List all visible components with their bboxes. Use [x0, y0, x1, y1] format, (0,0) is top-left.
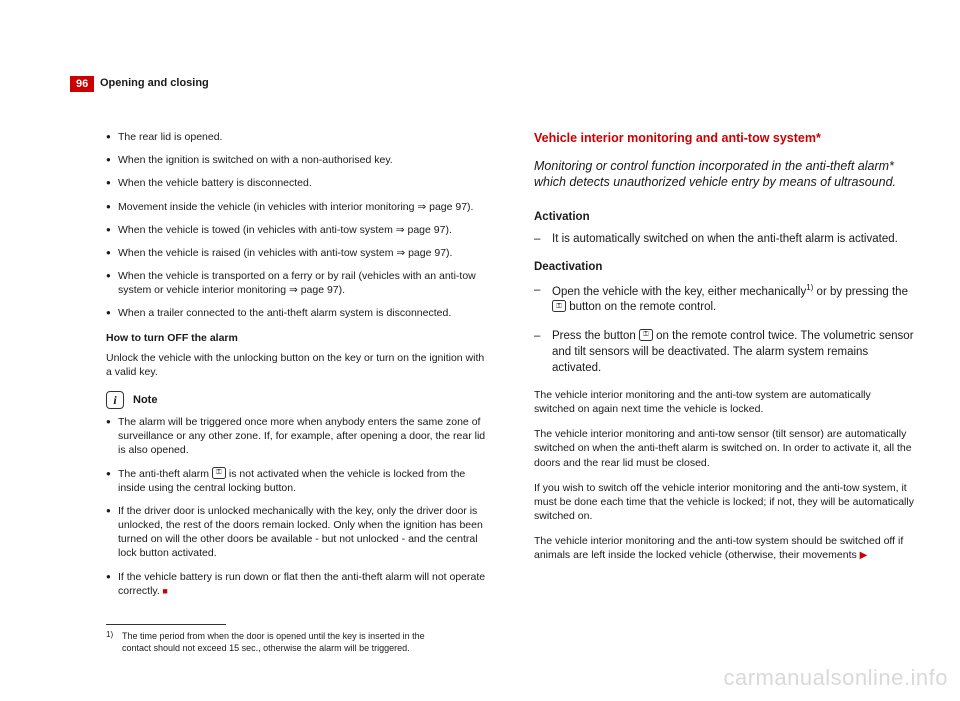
step-text: button on the remote control.: [566, 301, 716, 313]
deactivation-heading: Deactivation: [534, 259, 914, 275]
how-to-turn-off-heading: How to turn OFF the alarm: [106, 331, 486, 345]
list-item: The anti-theft alarm ⚿ is not activated …: [106, 467, 486, 495]
notes-list: The alarm will be triggered once more wh…: [106, 415, 486, 598]
activation-heading: Activation: [534, 209, 914, 225]
list-item: When the ignition is switched on with a …: [106, 153, 486, 167]
paragraph-text: The vehicle interior monitoring and the …: [534, 535, 903, 561]
step-text: Open the vehicle with the key, either me…: [552, 285, 806, 297]
list-item: Movement inside the vehicle (in vehicles…: [106, 200, 486, 214]
right-column: Vehicle interior monitoring and anti-tow…: [534, 130, 914, 654]
note-text: If the vehicle battery is run down or fl…: [118, 571, 485, 597]
continue-arrow-icon: ▶: [860, 550, 868, 561]
section-intro: Monitoring or control function incorpora…: [534, 158, 914, 192]
list-item: Open the vehicle with the key, either me…: [534, 282, 914, 316]
list-item: When a trailer connected to the anti-the…: [106, 306, 486, 320]
section-title: Vehicle interior monitoring and anti-tow…: [534, 130, 914, 148]
note-header: i Note: [106, 391, 486, 409]
watermark: carmanualsonline.info: [723, 665, 948, 691]
footnote: 1) The time period from when the door is…: [106, 631, 436, 654]
paragraph: The vehicle interior monitoring and the …: [534, 388, 914, 416]
deactivation-list: Open the vehicle with the key, either me…: [534, 282, 914, 376]
list-item: When the vehicle battery is disconnected…: [106, 176, 486, 190]
step-text: or by pressing the: [813, 285, 908, 297]
end-of-section-icon: ■: [160, 586, 168, 596]
footnote-number: 1): [106, 630, 113, 640]
info-icon: i: [106, 391, 124, 409]
list-item: The alarm will be triggered once more wh…: [106, 415, 486, 458]
unlock-icon: ⚿: [212, 467, 226, 479]
page-body: The rear lid is opened. When the ignitio…: [106, 130, 914, 654]
unlock-icon: ⚿: [639, 329, 653, 341]
how-to-turn-off-body: Unlock the vehicle with the unlocking bu…: [106, 351, 486, 379]
unlock-icon: ⚿: [552, 300, 566, 312]
trigger-conditions-list: The rear lid is opened. When the ignitio…: [106, 130, 486, 321]
paragraph: The vehicle interior monitoring and anti…: [534, 427, 914, 470]
list-item: Press the button ⚿ on the remote control…: [534, 328, 914, 376]
list-item: When the vehicle is transported on a fer…: [106, 269, 486, 297]
note-text: The anti-theft alarm: [118, 468, 212, 480]
activation-list: It is automatically switched on when the…: [534, 231, 914, 247]
paragraph: If you wish to switch off the vehicle in…: [534, 481, 914, 524]
list-item: If the vehicle battery is run down or fl…: [106, 570, 486, 598]
step-text: Press the button: [552, 330, 639, 342]
footnote-rule: [106, 624, 226, 625]
running-header: Opening and closing: [100, 77, 209, 89]
list-item: When the vehicle is raised (in vehicles …: [106, 246, 486, 260]
footnote-text: The time period from when the door is op…: [122, 631, 425, 653]
paragraph: The vehicle interior monitoring and the …: [534, 534, 914, 563]
page-number-tab: 96: [70, 76, 94, 92]
left-column: The rear lid is opened. When the ignitio…: [106, 130, 486, 654]
list-item: If the driver door is unlocked mechanica…: [106, 504, 486, 561]
list-item: It is automatically switched on when the…: [534, 231, 914, 247]
list-item: The rear lid is opened.: [106, 130, 486, 144]
list-item: When the vehicle is towed (in vehicles w…: [106, 223, 486, 237]
note-label: Note: [133, 393, 157, 408]
